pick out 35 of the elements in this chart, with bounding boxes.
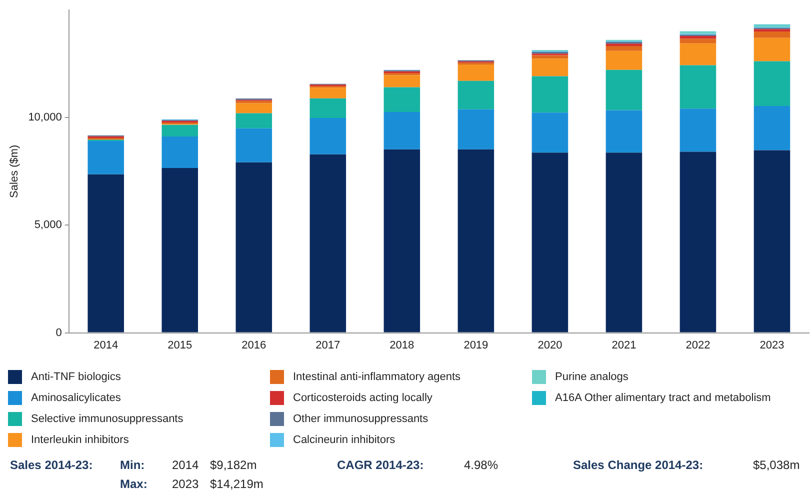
legend-label: Selective immunosuppressants [31,412,184,424]
x-tick-label: 2017 [316,339,340,352]
text: $14,219m [210,477,264,491]
x-tick-label: 2021 [612,339,636,352]
x-tick-label: 2019 [464,339,488,352]
text: 4.98% [464,458,498,472]
x-tick-label: 2015 [168,339,192,352]
x-tick-label: 2020 [538,339,562,352]
text: CAGR 2014-23: [337,458,424,472]
x-tick-label: 2016 [242,339,266,352]
x-tick-label: 2018 [390,339,414,352]
legend-label: Corticosteroids acting locally [293,392,432,404]
text: Sales 2014-23: [10,458,93,472]
legend-label: Intestinal anti-inflammatory agents [293,370,461,382]
legend-label: Anti-TNF biologics [31,370,121,382]
y-axis-title: Sales ($m) [8,144,21,198]
text: 2014 [172,458,199,472]
legend-label: Other immunosuppressants [293,412,428,424]
legend-label: Calcineurin inhibitors [293,434,396,446]
y-tick-label: 10,000 [28,112,62,124]
text: 2023 [172,477,199,491]
y-tick-label: 0 [56,326,62,339]
x-tick-label: 2023 [760,339,784,352]
text: Max: [120,477,148,491]
legend-label: Interleukin inhibitors [31,434,129,446]
legend-label: Aminosalicylicates [31,392,121,404]
y-tick-label: 5,000 [34,219,62,232]
text: Sales Change 2014-23: [573,458,704,472]
x-tick-label: 2014 [94,339,118,352]
text: $9,182m [210,458,257,472]
text: Min: [120,458,145,472]
legend-label: Purine analogs [555,370,628,382]
legend-label: A16A Other alimentary tract and metabolism [555,392,771,404]
text: $5,038m [753,458,800,472]
x-tick-label: 2022 [686,339,710,352]
